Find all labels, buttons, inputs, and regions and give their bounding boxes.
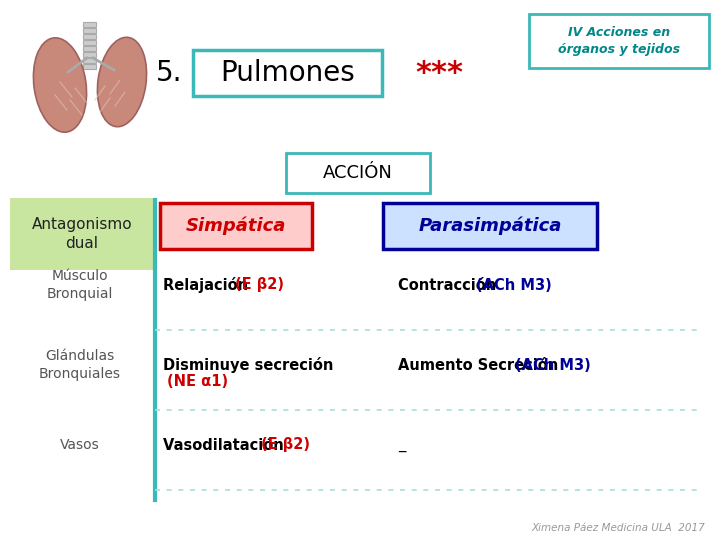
FancyBboxPatch shape xyxy=(529,14,709,68)
FancyBboxPatch shape xyxy=(84,64,96,70)
FancyBboxPatch shape xyxy=(193,50,382,96)
Text: (NE α1): (NE α1) xyxy=(167,374,228,388)
FancyBboxPatch shape xyxy=(84,29,96,33)
Text: Relajación: Relajación xyxy=(163,277,253,293)
Text: (E β2): (E β2) xyxy=(261,437,310,453)
Text: ACCIÓN: ACCIÓN xyxy=(323,164,393,182)
Text: (E β2): (E β2) xyxy=(235,278,284,293)
Text: Antagonismo
dual: Antagonismo dual xyxy=(32,217,132,252)
Text: IV Acciones en
órganos y tejidos: IV Acciones en órganos y tejidos xyxy=(558,26,680,56)
Text: Glándulas
Bronquiales: Glándulas Bronquiales xyxy=(39,349,121,381)
FancyBboxPatch shape xyxy=(84,58,96,64)
Text: Pulmones: Pulmones xyxy=(220,59,355,87)
Ellipse shape xyxy=(33,38,86,132)
Text: Parasimpática: Parasimpática xyxy=(418,217,562,235)
FancyBboxPatch shape xyxy=(286,153,430,193)
FancyBboxPatch shape xyxy=(84,46,96,51)
Text: _: _ xyxy=(398,437,405,453)
Text: Aumento Secreción: Aumento Secreción xyxy=(398,357,563,373)
Text: Contracción: Contracción xyxy=(398,278,501,293)
Text: Vasos: Vasos xyxy=(60,438,100,452)
FancyBboxPatch shape xyxy=(84,52,96,57)
FancyBboxPatch shape xyxy=(383,203,597,249)
FancyBboxPatch shape xyxy=(84,40,96,45)
Text: 5.: 5. xyxy=(156,59,182,87)
Text: Vasodilatación: Vasodilatación xyxy=(163,437,289,453)
Text: ***: *** xyxy=(415,58,463,87)
FancyBboxPatch shape xyxy=(10,198,154,270)
FancyBboxPatch shape xyxy=(84,35,96,39)
Text: Simpática: Simpática xyxy=(186,217,286,235)
Ellipse shape xyxy=(97,37,147,127)
Text: Músculo
Bronquial: Músculo Bronquial xyxy=(47,269,113,301)
Text: Disminuye secreción: Disminuye secreción xyxy=(163,357,333,373)
FancyBboxPatch shape xyxy=(160,203,312,249)
FancyBboxPatch shape xyxy=(84,23,96,28)
Text: (ACh M3): (ACh M3) xyxy=(516,357,591,373)
Text: (ACh M3): (ACh M3) xyxy=(476,278,552,293)
Text: Ximena Páez Medicina ULA  2017: Ximena Páez Medicina ULA 2017 xyxy=(531,523,705,533)
